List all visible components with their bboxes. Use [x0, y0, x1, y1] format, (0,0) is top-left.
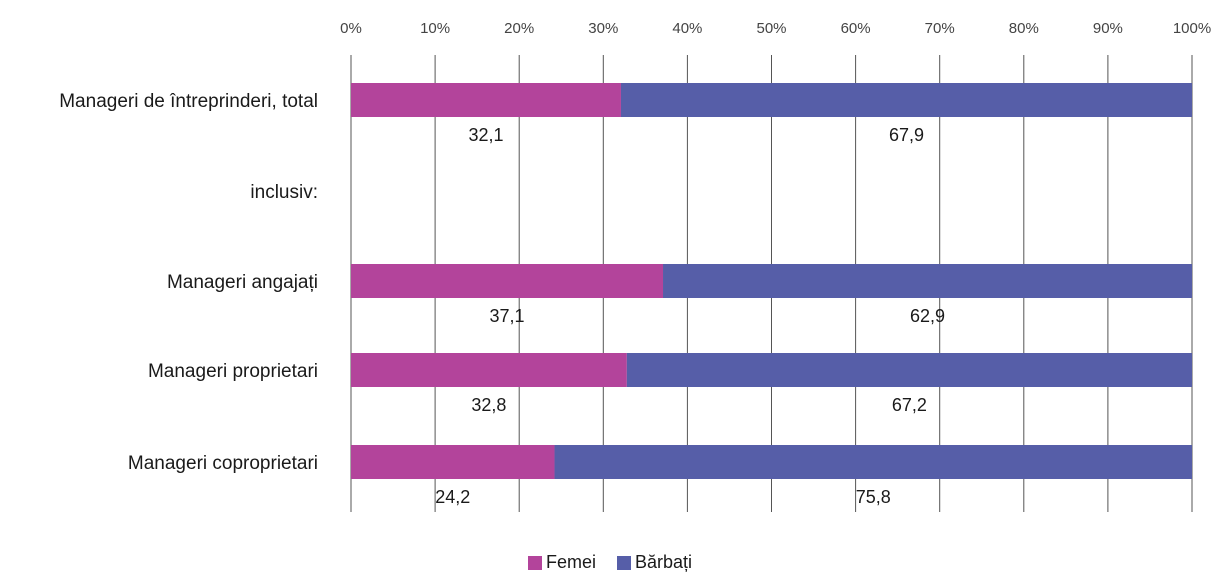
stacked-bar-chart: 0% 10% 20% 30% 40% 50% 60% 70% 80% 90% 100% Manage…	[59, 20, 1211, 512]
x-tick-label: 10%	[420, 20, 450, 37]
bar-segment-femei	[351, 83, 621, 117]
data-label: 67,9	[889, 125, 924, 145]
data-label: 24,2	[435, 487, 470, 507]
data-label: 75,8	[856, 487, 891, 507]
x-tick-label: 50%	[756, 20, 786, 37]
x-tick-label: 0%	[340, 20, 362, 37]
category-label: Manageri angajați	[167, 272, 318, 293]
bar-segment-barbati	[663, 264, 1192, 298]
data-label: 62,9	[910, 306, 945, 326]
x-tick-label: 90%	[1093, 20, 1123, 37]
x-tick-label: 20%	[504, 20, 534, 37]
category-label: Manageri coproprietari	[128, 453, 318, 474]
bar-segment-femei	[351, 353, 627, 387]
category-labels: Manageri de întreprinderi, total inclusiv…	[59, 91, 318, 474]
data-label: 67,2	[892, 395, 927, 415]
bar-segment-femei	[351, 445, 555, 479]
x-axis-ticks: 0% 10% 20% 30% 40% 50% 60% 70% 80% 90% 100%	[340, 20, 1211, 37]
x-tick-label: 30%	[588, 20, 618, 37]
x-tick-label: 80%	[1009, 20, 1039, 37]
category-label: Manageri proprietari	[148, 361, 318, 382]
data-label: 37,1	[489, 306, 524, 326]
category-label: inclusiv:	[250, 182, 318, 203]
category-label: Manageri de întreprinderi, total	[59, 91, 318, 112]
legend-label-femei: Femei	[545, 552, 596, 572]
legend-item-femei: Femei	[527, 552, 596, 573]
legend-item-barbati: Bărbați	[616, 552, 693, 573]
legend: Femei Bărbați	[0, 552, 1220, 575]
legend-label-barbati: Bărbați	[634, 552, 693, 572]
data-labels: 32,1 67,9 37,1 62,9 32,8 67,2 24,2 75,8	[435, 125, 945, 507]
bar-segment-barbati	[554, 445, 1192, 479]
data-label: 32,8	[471, 395, 506, 415]
x-tick-label: 40%	[672, 20, 702, 37]
x-tick-label: 60%	[841, 20, 871, 37]
legend-swatch-femei	[527, 555, 542, 570]
legend-swatch-barbati	[616, 555, 631, 570]
x-tick-label: 100%	[1173, 20, 1211, 37]
bar-segment-femei	[351, 264, 664, 298]
bar-segment-barbati	[620, 83, 1192, 117]
x-tick-label: 70%	[925, 20, 955, 37]
bars	[351, 83, 1192, 479]
data-label: 32,1	[468, 125, 503, 145]
bar-segment-barbati	[626, 353, 1192, 387]
